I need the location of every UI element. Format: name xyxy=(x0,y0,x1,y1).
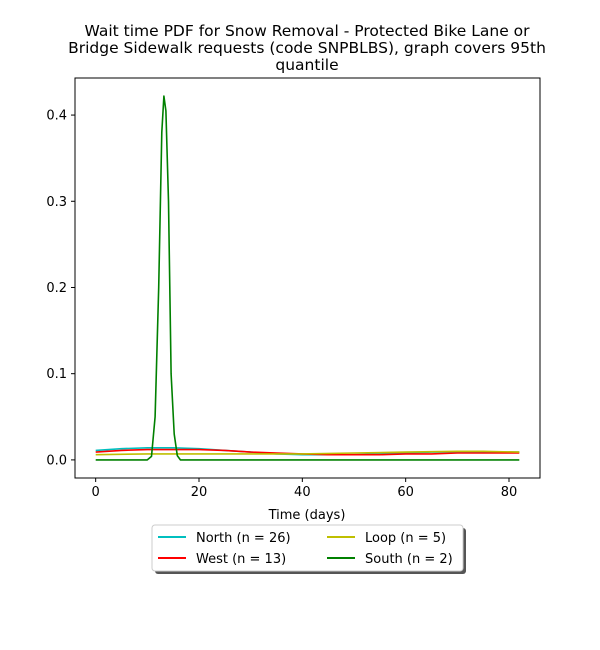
chart-title-line-3: quantile xyxy=(275,56,338,74)
x-tick-label: 0 xyxy=(92,485,100,500)
y-tick-label: 0.0 xyxy=(46,453,67,468)
legend-label-2: Loop (n = 5) xyxy=(365,531,446,546)
legend-label-0: North (n = 26) xyxy=(196,531,291,546)
y-tick-label: 0.3 xyxy=(46,195,67,210)
legend-label-1: West (n = 13) xyxy=(196,552,286,567)
x-axis-label: Time (days) xyxy=(268,508,346,523)
legend-items: North (n = 26) West (n = 13) Loop (n = 5) S… xyxy=(158,531,453,567)
chart-title: Wait time PDF for Snow Removal - Protect… xyxy=(68,22,546,74)
plot-series-group xyxy=(95,95,520,461)
plot-frame xyxy=(74,77,541,479)
y-tick-label: 0.4 xyxy=(46,109,67,124)
x-tick-label: 20 xyxy=(191,485,208,500)
chart-title-line-2: Bridge Sidewalk requests (code SNPBLBS),… xyxy=(68,39,546,57)
y-tick-label: 0.2 xyxy=(46,281,67,296)
y-axis: 0.0 0.1 0.2 0.3 0.4 xyxy=(46,109,75,468)
series-line-3 xyxy=(95,95,520,461)
y-tick-label: 0.1 xyxy=(46,367,67,382)
x-tick-label: 80 xyxy=(501,485,518,500)
x-tick-label: 60 xyxy=(397,485,414,500)
chart-title-line-1: Wait time PDF for Snow Removal - Protect… xyxy=(84,22,530,40)
legend-box xyxy=(151,524,464,572)
legend-label-3: South (n = 2) xyxy=(365,552,453,567)
x-axis: 0 20 40 60 80 xyxy=(92,478,518,500)
x-tick-label: 40 xyxy=(294,485,311,500)
series-line-2 xyxy=(95,450,520,456)
legend: North (n = 26) West (n = 13) Loop (n = 5) S… xyxy=(151,524,466,574)
